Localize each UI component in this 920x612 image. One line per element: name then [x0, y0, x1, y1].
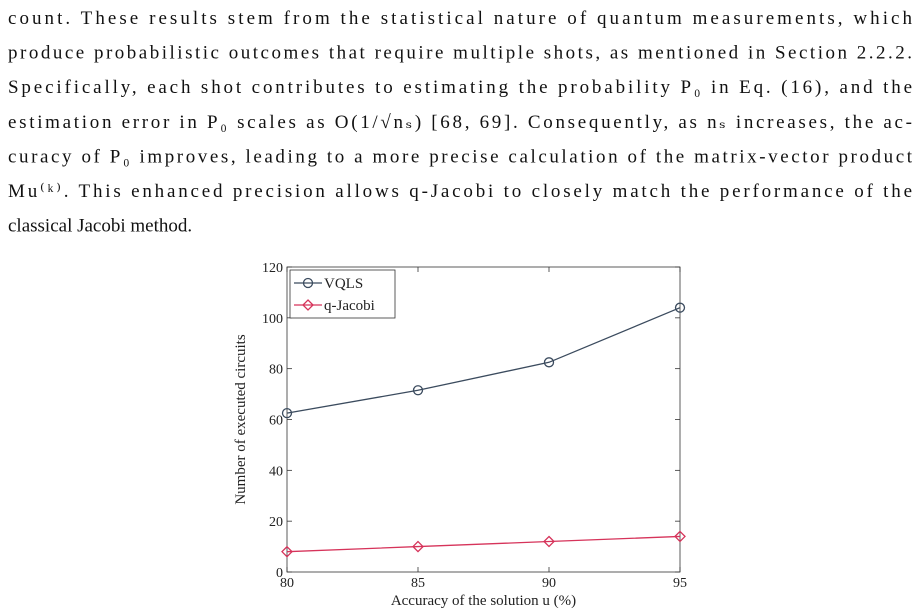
data-point	[543, 357, 555, 368]
data-point	[412, 540, 424, 553]
paragraph-line: count. These results stem from the stati…	[8, 8, 913, 29]
data-point	[412, 385, 424, 396]
paragraph-line: curacy of P₀ improves, leading to a more…	[8, 146, 913, 167]
x-tick-label: 80	[280, 576, 294, 591]
x-tick-label: 95	[673, 576, 687, 591]
y-tick-label: 0	[276, 566, 283, 581]
y-tick-label: 100	[262, 312, 283, 327]
paragraph-line: estimation error in P₀ scales as O(1/√nₛ…	[8, 112, 912, 133]
y-tick-label: 80	[269, 363, 283, 378]
data-point	[543, 535, 555, 548]
legend-label: VQLS	[324, 276, 363, 292]
y-tick-label: 120	[262, 261, 283, 276]
data-point	[281, 545, 293, 558]
series-line	[286, 307, 681, 414]
paragraph-line: Mu⁽ᵏ⁾. This enhanced precision allows q-…	[8, 181, 912, 202]
y-tick-label: 20	[269, 515, 283, 530]
data-point	[281, 407, 293, 419]
x-axis-label: Accuracy of the solution u (%)	[391, 593, 576, 609]
paragraph-line: classical Jacobi method.	[8, 216, 192, 237]
x-tick-label: 85	[411, 576, 425, 591]
legend-label: q-Jacobi	[324, 298, 375, 314]
paragraph-line: Specifically, each shot contributes to e…	[8, 77, 912, 98]
y-axis-label: Number of executed circuits	[233, 334, 249, 505]
data-point	[674, 302, 686, 313]
y-tick-label: 40	[269, 464, 283, 479]
legend-marker	[302, 277, 314, 289]
paragraph-line: produce probabilistic outcomes that requ…	[8, 43, 912, 64]
y-tick-label: 60	[269, 414, 283, 429]
series-line	[286, 535, 681, 553]
data-point	[674, 530, 686, 543]
legend-marker	[302, 299, 314, 311]
x-tick-label: 90	[542, 576, 556, 591]
